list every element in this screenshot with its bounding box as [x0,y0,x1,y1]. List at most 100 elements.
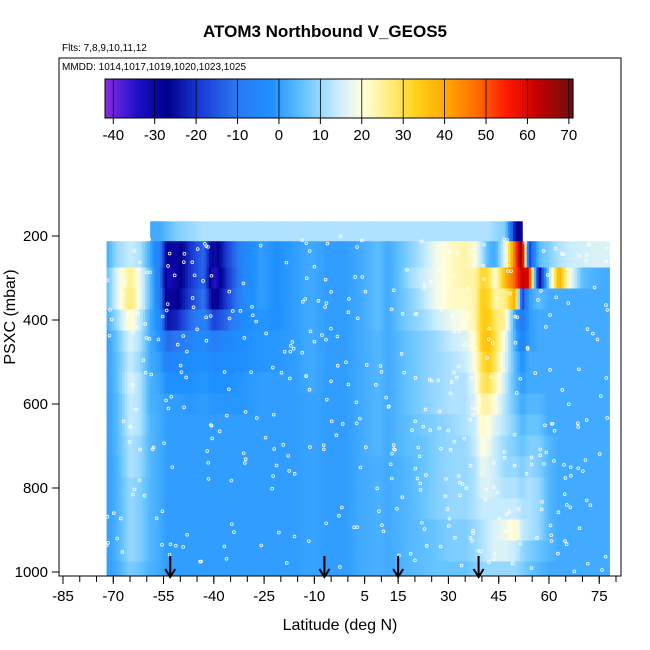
curtain-cell [358,330,362,353]
curtain-cell [203,456,207,479]
curtain-cell [477,309,481,332]
curtain-cell [145,393,149,416]
curtain-cell [287,456,291,479]
sample-point [243,457,248,461]
curtain-cell [301,540,305,563]
colorbar-cell [396,79,400,118]
curtain-cell [446,241,450,269]
curtain-cell [370,477,374,500]
curtain-cell [311,435,315,458]
curtain-cell [424,309,428,332]
curtain-cell [500,519,504,542]
sample-point [422,527,427,531]
curtain-cell [263,221,267,242]
curtain-cell [561,330,565,353]
curtain-cell [587,561,592,576]
curtain-cell [546,540,550,563]
curtain-cell [398,241,402,269]
curtain-cell [322,414,326,437]
curtain-cell [533,456,538,479]
curtain-cell [569,330,573,353]
sample-point [352,525,356,530]
curtain-cell [311,241,315,269]
sample-point [184,375,188,380]
curtain-cell [556,477,560,500]
colorbar-cell [207,79,211,118]
curtain-cell [493,498,496,521]
curtain-cell [531,309,535,332]
curtain-cell [243,393,247,416]
curtain-cell [486,435,490,458]
curtain-cell [349,372,353,395]
curtain-cell [421,561,425,576]
curtain-cell [135,288,139,311]
curtain-cell [320,330,324,353]
curtain-cell [239,498,243,521]
curtain-cell [114,414,118,437]
curtain-cell [400,435,404,458]
curtain-cell [435,393,439,416]
curtain-cell [598,351,602,374]
curtain-cell [517,267,521,290]
curtain-cell [216,456,220,479]
curtain-cell [467,456,471,479]
curtain-cell [203,221,207,242]
curtain-cell [301,351,305,374]
sample-point [119,516,123,521]
curtain-cell [327,221,331,242]
curtain-cell [429,241,433,269]
curtain-cell [351,221,355,242]
curtain-cell [403,393,407,416]
curtain-cell [346,351,350,374]
curtain-cell [446,414,450,437]
sample-point [529,566,534,570]
sample-point [536,298,540,302]
curtain-cell [429,393,433,416]
curtain-cell [243,351,247,374]
curtain-cell [551,393,555,416]
curtain-cell [515,498,519,521]
curtain-cell [368,498,372,521]
curtain-cell [224,330,228,353]
sample-point [195,327,199,332]
curtain-cell [363,456,367,479]
curtain-cell [528,241,532,269]
curtain-cell [179,477,183,500]
curtain-cell [410,498,415,521]
sample-point [374,383,378,387]
curtain-cell [337,393,341,416]
curtain-cell [327,309,331,332]
curtain-cell [488,241,492,269]
curtain-cell [526,519,530,542]
curtain-cell [263,288,267,311]
curtain-cell [179,267,183,290]
curtain-cell [234,498,238,521]
curtain-cell [349,414,353,437]
sample-point [329,326,333,331]
curtain-cell [132,267,136,290]
curtain-cell [272,393,276,416]
sample-point [423,407,428,412]
curtain-cell [351,393,355,416]
sample-point [391,443,396,447]
curtain-cell [410,267,415,290]
curtain-cell [472,393,476,416]
sample-point [585,327,590,331]
curtain-cell [515,393,519,416]
curtain-cell [132,351,136,374]
curtain-cell [437,393,441,416]
curtain-cell [216,498,220,521]
curtain-cell [593,477,597,500]
curtain-cell [277,241,281,269]
sample-point [422,286,426,291]
colorbar-cell [366,79,370,118]
curtain-cell [179,456,183,479]
curtain-cell [239,221,243,242]
curtain-cell [255,414,259,437]
curtain-cell [515,519,519,542]
curtain-cell [533,498,538,521]
curtain-cell [265,540,269,563]
curtain-cell [435,414,439,437]
curtain-cell [116,372,120,395]
curtain-cell [246,309,250,332]
